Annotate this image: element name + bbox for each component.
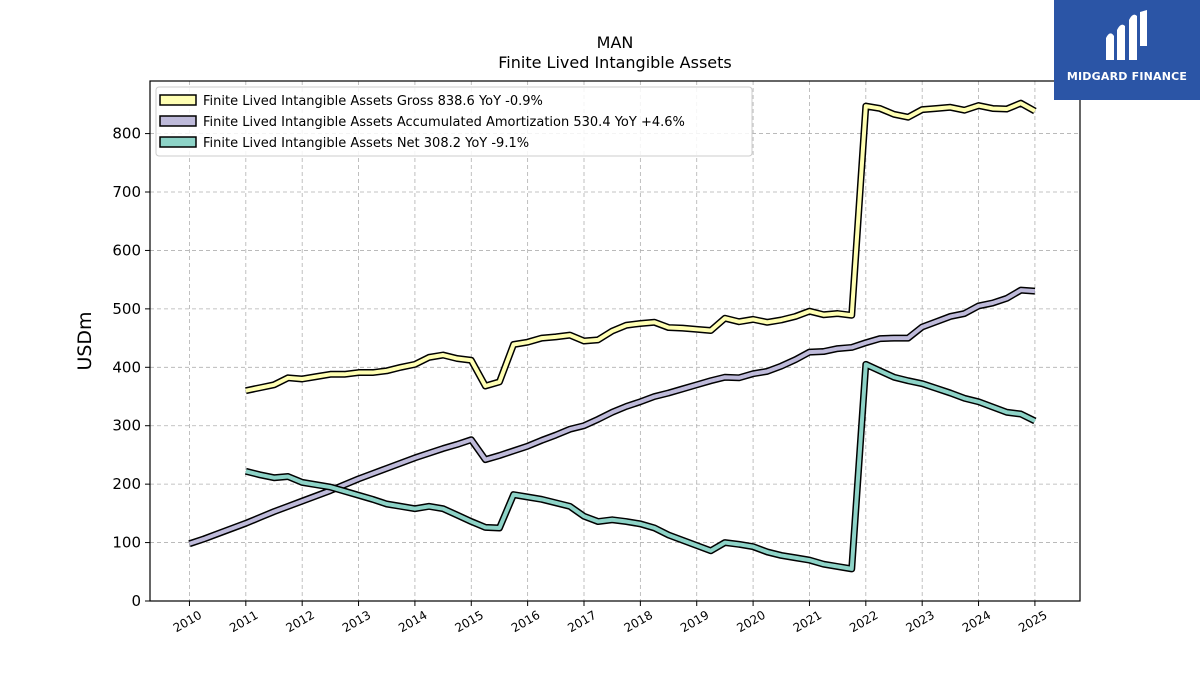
x-tick-label: 2024 (960, 608, 993, 635)
y-axis: 0 100 200 300 400 500 600 700 800 (112, 125, 150, 610)
plot-frame (149, 80, 1081, 602)
x-tick-label: 2017 (565, 608, 598, 635)
brand-logo: MIDGARD FINANCE (1054, 0, 1200, 100)
x-tick-label: 2022 (847, 608, 880, 635)
chart-title: MAN (597, 33, 634, 52)
x-tick-label: 2023 (903, 608, 936, 635)
x-tick-label: 2018 (622, 608, 655, 635)
legend: Finite Lived Intangible Assets Gross 838… (155, 86, 753, 157)
legend-swatch-1 (159, 115, 197, 127)
y-tick-label: 700 (112, 183, 141, 201)
legend-swatch-2 (159, 136, 197, 148)
y-tick-label: 0 (131, 592, 141, 610)
x-tick-label: 2012 (283, 608, 316, 635)
x-tick-label: 2019 (678, 608, 711, 635)
x-tick-label: 2021 (791, 608, 824, 635)
x-tick-label: 2016 (509, 608, 542, 635)
x-tick-label: 2025 (1016, 608, 1049, 635)
x-tick-label: 2015 (453, 608, 486, 635)
y-axis-label: USDm (74, 311, 96, 370)
y-tick-label: 500 (112, 300, 141, 318)
x-axis: 2010 2011 2012 2013 2014 2015 2016 2017 2018 2019… (171, 601, 1050, 635)
legend-swatch-0 (159, 94, 197, 106)
series-line-2 (245, 362, 1036, 571)
x-tick-label: 2010 (171, 608, 204, 635)
legend-label-1: Finite Lived Intangible Assets Accumulat… (203, 115, 685, 130)
legend-box (155, 86, 753, 157)
series-lines (188, 99, 1037, 573)
x-tick-label: 2020 (734, 608, 767, 635)
legend-label-2: Finite Lived Intangible Assets Net 308.2… (203, 136, 529, 151)
y-tick-label: 300 (112, 417, 141, 435)
y-tick-label: 600 (112, 241, 141, 259)
y-tick-label: 100 (112, 534, 141, 552)
series-line-0 (245, 101, 1036, 393)
x-tick-label: 2011 (227, 608, 260, 635)
x-tick-label: 2014 (396, 608, 429, 635)
brand-mark-icon (1106, 10, 1147, 61)
chart-subtitle: Finite Lived Intangible Assets (498, 53, 731, 72)
y-tick-label: 800 (112, 125, 141, 143)
brand-name: MIDGARD FINANCE (1066, 70, 1188, 83)
y-tick-label: 400 (112, 358, 141, 376)
x-tick-label: 2013 (340, 608, 373, 635)
legend-label-0: Finite Lived Intangible Assets Gross 838… (203, 94, 543, 109)
y-tick-label: 200 (112, 475, 141, 493)
